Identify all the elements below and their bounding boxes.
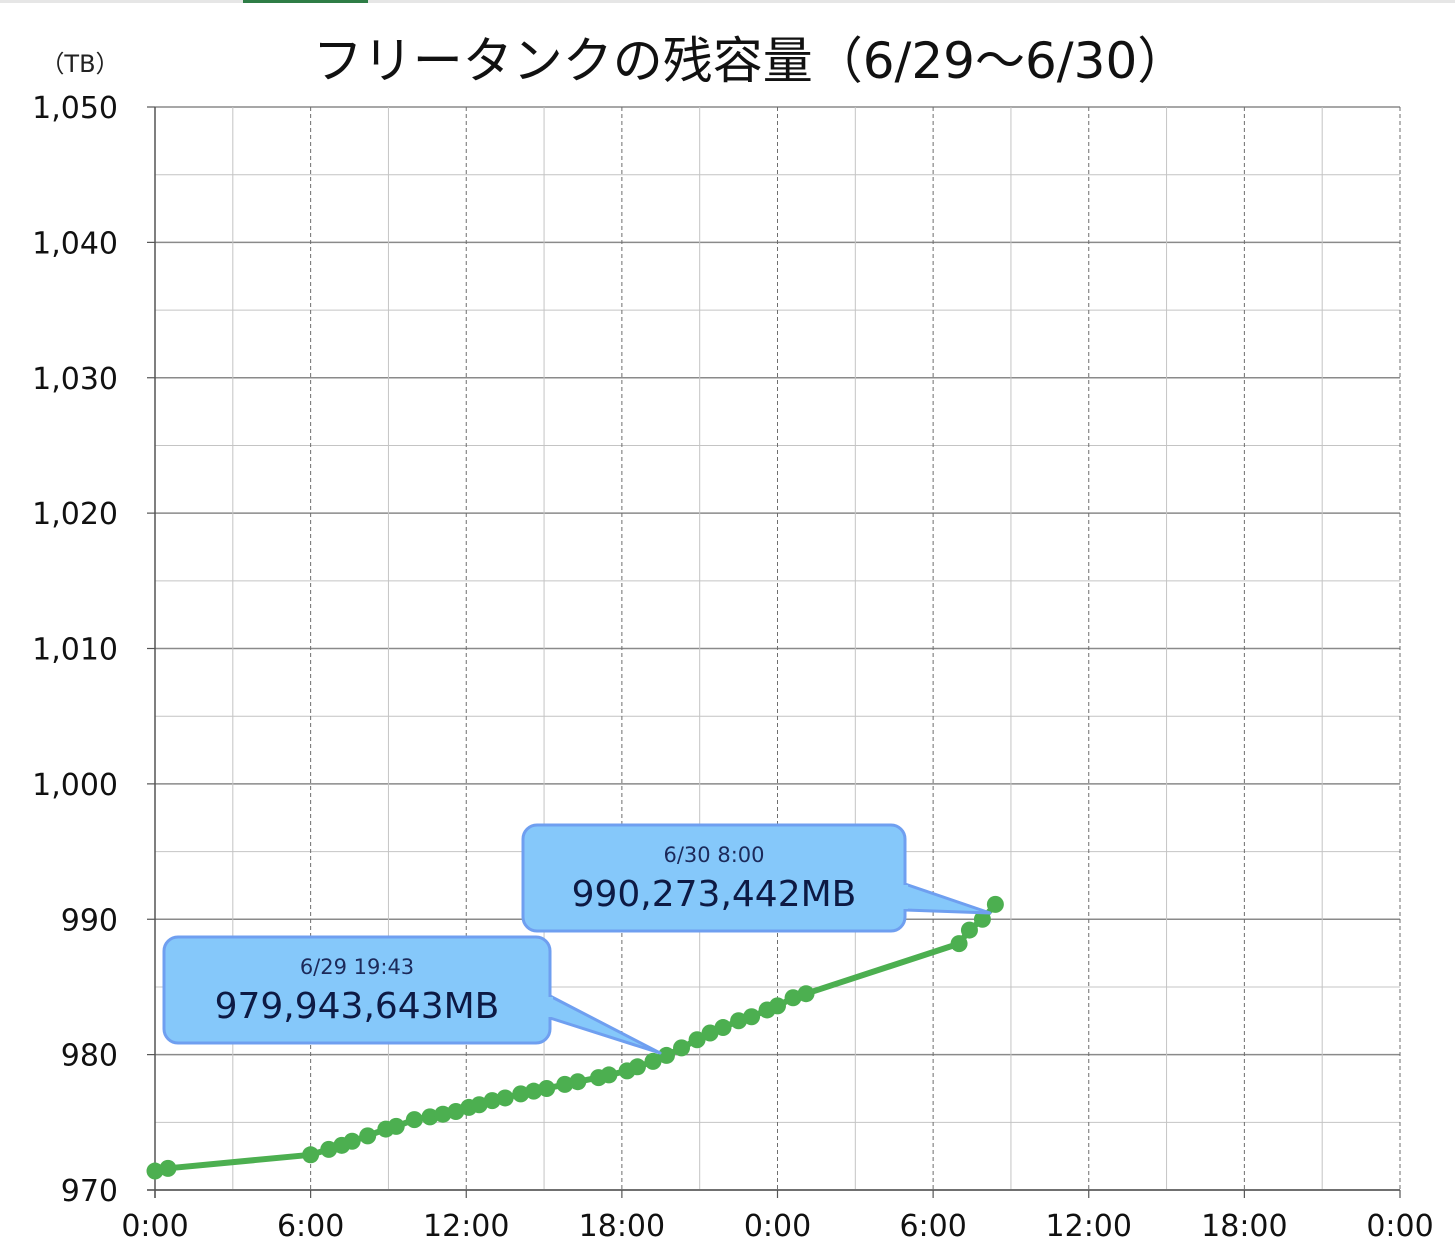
x-tick-label: 18:00: [579, 1209, 665, 1244]
y-tick-label: 1,020: [32, 497, 118, 532]
y-axis-unit: （TB）: [40, 50, 119, 78]
data-point: [960, 921, 978, 939]
data-point: [973, 910, 991, 928]
y-axis-ticks: 970 980 990 1,000 1,010 1,020 1,030 1,040 1,050: [32, 91, 155, 1209]
data-point: [421, 1108, 439, 1126]
data-point: [986, 895, 1004, 913]
callouts: 6/29 19:43 979,943,643MB 6/30 8:00 990,273,…: [162, 823, 992, 1055]
x-tick-label: 6:00: [899, 1209, 966, 1244]
y-tick-label: 1,030: [32, 362, 118, 397]
callout-time: 6/29 19:43: [300, 955, 414, 979]
data-point: [600, 1066, 618, 1084]
data-point: [673, 1039, 691, 1057]
y-tick-label: 1,050: [32, 91, 118, 126]
y-tick-label: 970: [61, 1174, 118, 1209]
data-point: [525, 1082, 543, 1100]
data-point: [447, 1102, 465, 1120]
callout-value: 990,273,442MB: [572, 874, 857, 915]
data-point: [714, 1019, 732, 1037]
data-point: [387, 1117, 405, 1135]
data-point: [359, 1127, 377, 1145]
data-point: [569, 1073, 587, 1091]
data-point: [146, 1162, 164, 1180]
x-tick-label: 0:00: [1366, 1209, 1433, 1244]
data-point: [343, 1132, 361, 1150]
x-tick-label: 18:00: [1201, 1209, 1287, 1244]
callout-value: 979,943,643MB: [215, 986, 500, 1027]
data-point: [797, 985, 815, 1003]
y-tick-label: 990: [61, 903, 118, 938]
y-tick-label: 1,000: [32, 768, 118, 803]
data-point: [302, 1146, 320, 1164]
y-tick-label: 1,040: [32, 226, 118, 261]
data-point: [496, 1089, 514, 1107]
top-bar: [0, 0, 1455, 3]
x-axis-ticks: 0:00 6:00 12:00 18:00 0:00 6:00 12:00 18:00 0:00: [121, 1190, 1434, 1244]
callout-joint: [901, 885, 908, 909]
chart-title: フリータンクの残容量（6/29〜6/30）: [313, 32, 1188, 90]
callout-box: [521, 823, 907, 933]
callout-pointer: [548, 994, 662, 1055]
data-point: [769, 997, 786, 1015]
callout: 6/30 8:00 990,273,442MB: [521, 823, 992, 933]
callout-joint: [546, 997, 553, 1017]
x-tick-label: 0:00: [121, 1209, 188, 1244]
axes: [147, 107, 1400, 1198]
y-tick-label: 1,010: [32, 633, 118, 668]
data-point: [405, 1111, 423, 1129]
data-point: [688, 1031, 706, 1049]
data-series: [146, 895, 1004, 1180]
x-tick-label: 0:00: [744, 1209, 811, 1244]
data-point: [159, 1159, 177, 1177]
data-point: [644, 1052, 662, 1070]
data-point: [730, 1012, 748, 1030]
y-tick-label: 980: [61, 1039, 118, 1074]
x-tick-label: 12:00: [1046, 1209, 1132, 1244]
data-point: [628, 1058, 646, 1076]
data-point: [950, 935, 968, 953]
data-point: [701, 1024, 719, 1042]
data-point: [512, 1085, 530, 1103]
callout-time: 6/30 8:00: [664, 843, 765, 867]
callout: 6/29 19:43 979,943,643MB: [162, 935, 662, 1055]
x-tick-label: 6:00: [277, 1209, 344, 1244]
x-tick-label: 12:00: [423, 1209, 509, 1244]
data-point: [483, 1092, 501, 1110]
data-point: [784, 989, 802, 1007]
active-sheet-tab-indicator: [243, 0, 368, 3]
callout-box: [162, 935, 552, 1045]
data-point: [434, 1105, 452, 1123]
data-point: [556, 1075, 574, 1093]
data-point: [657, 1046, 675, 1064]
data-point: [470, 1096, 488, 1114]
data-point: [320, 1140, 338, 1158]
data-point: [538, 1079, 556, 1097]
callout-pointer: [903, 882, 992, 915]
data-point: [743, 1008, 761, 1026]
